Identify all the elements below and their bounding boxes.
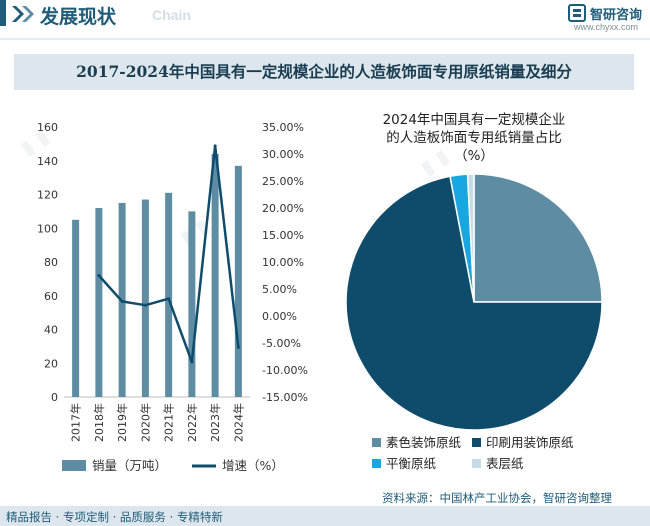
footer-bar: 精品报告 · 专项定制 · 品质服务 · 专精特新 xyxy=(0,506,650,526)
y-left-tick-label: 100 xyxy=(37,222,58,235)
x-tick-label: 2024年 xyxy=(231,403,245,442)
bar xyxy=(188,211,196,397)
legend-swatch-pie xyxy=(472,438,481,447)
x-tick-label: 2022年 xyxy=(185,403,199,442)
legend-label-pie: 素色装饰原纸 xyxy=(386,435,462,450)
header-title: 发展现状 xyxy=(40,6,117,28)
pie-slice xyxy=(466,173,475,303)
y-right-tick-label: 0.00% xyxy=(262,310,297,323)
y-left-tick-label: 0 xyxy=(51,391,58,404)
header-subtitle: Chain xyxy=(152,7,191,23)
pie-slice xyxy=(473,173,603,303)
y-left-tick-label: 120 xyxy=(37,189,58,202)
y-right-tick-label: -5.00% xyxy=(262,337,301,350)
pie-title: （%） xyxy=(454,148,494,164)
pie-title: 2024年中国具有一定规模企业 xyxy=(383,111,566,128)
header-divider xyxy=(0,38,650,40)
header-accent-bar xyxy=(0,0,6,26)
growth-point xyxy=(167,297,171,301)
bar xyxy=(72,219,80,397)
double-chevron-icon xyxy=(12,6,34,22)
growth-point xyxy=(143,303,147,307)
legend-swatch-pie xyxy=(372,459,381,468)
chart-title-band: 2017-2024年中国具有一定规模企业的人造板饰面专用原纸销量及细分 xyxy=(14,54,634,90)
y-left-tick-label: 160 xyxy=(37,121,58,134)
x-tick-label: 2020年 xyxy=(138,403,152,442)
y-left-tick-label: 140 xyxy=(37,155,58,168)
growth-point xyxy=(97,274,101,277)
bar xyxy=(211,154,219,397)
legend-label-pie: 平衡原纸 xyxy=(386,456,437,471)
x-tick-label: 2021年 xyxy=(162,403,176,442)
y-right-tick-label: 30.00% xyxy=(262,148,304,161)
y-left-tick-label: 60 xyxy=(44,290,58,303)
growth-point xyxy=(213,144,217,148)
growth-point xyxy=(120,299,124,303)
y-right-tick-label: -10.00% xyxy=(262,364,308,377)
brand-name: 智研咨询 xyxy=(590,8,643,23)
pie-title: 的人造板饰面专用纸销量占比 xyxy=(386,130,562,146)
source-note: 资料来源：中国林产工业协会，智研咨询整理 xyxy=(382,491,612,505)
y-right-tick-label: 20.00% xyxy=(262,202,304,215)
legend-label-growth: 增速（%） xyxy=(222,458,284,473)
x-tick-label: 2023年 xyxy=(208,403,222,442)
x-tick-label: 2019年 xyxy=(115,403,129,442)
y-left-tick-label: 80 xyxy=(44,256,58,269)
pie-slice xyxy=(345,175,603,431)
legend-label-pie: 印刷用装饰原纸 xyxy=(486,435,574,450)
y-right-tick-label: -15.00% xyxy=(262,391,308,404)
chart-title: 2017-2024年中国具有一定规模企业的人造板饰面专用原纸销量及细分 xyxy=(76,62,572,81)
x-tick-label: 2017年 xyxy=(69,403,83,442)
brand-logo-icon xyxy=(568,4,586,22)
bar xyxy=(95,208,103,397)
y-right-tick-label: 10.00% xyxy=(262,256,304,269)
growth-point xyxy=(190,360,194,364)
growth-point xyxy=(236,345,240,349)
legend-swatch-sales xyxy=(62,460,86,471)
y-right-tick-label: 15.00% xyxy=(262,229,304,242)
x-tick-label: 2018年 xyxy=(92,403,106,442)
bar xyxy=(141,199,149,397)
legend-label-pie: 表层纸 xyxy=(486,456,524,471)
legend-swatch-pie xyxy=(472,459,481,468)
brand-url: www.chyxx.com xyxy=(574,22,639,32)
chart-canvas: 0 20 40 60 80 100 120 140 160 -15.00% -10.00% -5.00… xyxy=(37,111,603,473)
y-left-tick-label: 20 xyxy=(44,357,58,370)
footer-tagline: 精品报告 · 专项定制 · 品质服务 · 专精特新 xyxy=(6,510,223,524)
bar xyxy=(234,165,242,397)
legend-label-sales: 销量（万吨） xyxy=(92,458,167,473)
y-right-tick-label: 5.00% xyxy=(262,283,297,296)
legend-swatch-pie xyxy=(372,438,381,447)
header: 发展现状 Chain 智研咨询 www.chyxx.com xyxy=(0,0,650,32)
y-left-tick-label: 40 xyxy=(44,324,58,337)
y-right-tick-label: 35.00% xyxy=(262,121,304,134)
y-right-tick-label: 25.00% xyxy=(262,175,304,188)
bar xyxy=(165,192,173,397)
